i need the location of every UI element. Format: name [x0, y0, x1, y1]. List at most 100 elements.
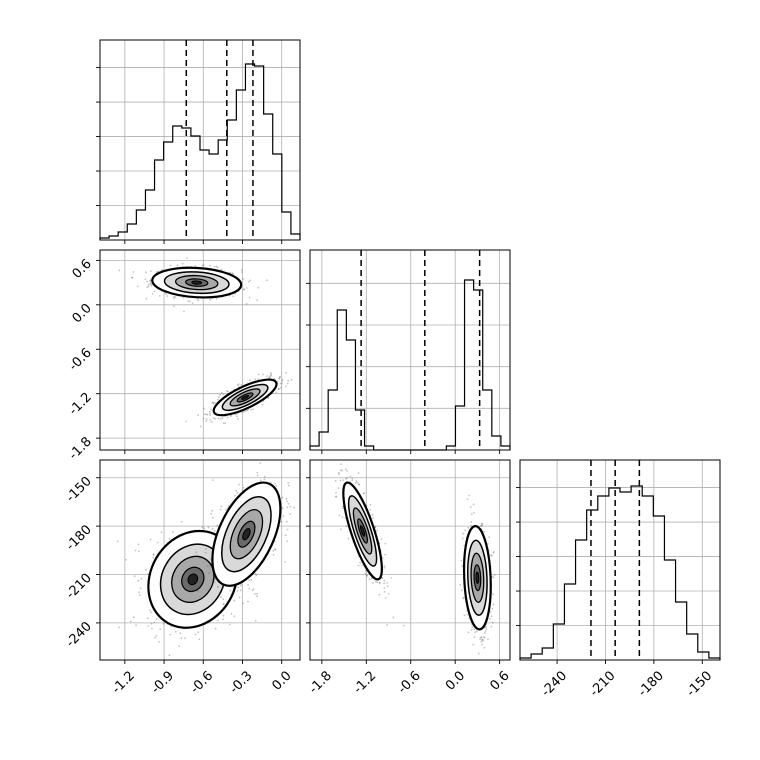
scatter-point	[481, 523, 483, 525]
panel-hist-1	[306, 249, 511, 454]
scatter-point	[194, 265, 197, 267]
scatter-point	[248, 296, 251, 299]
scatter-point	[402, 624, 405, 627]
scatter-point	[376, 581, 379, 584]
scatter-point	[248, 587, 251, 590]
scatter-point	[357, 483, 360, 486]
scatter-point	[364, 572, 367, 575]
scatter-point	[165, 293, 168, 296]
scatter-point	[272, 553, 275, 556]
scatter-point	[363, 492, 366, 494]
scatter-point	[285, 497, 288, 500]
scatter-point	[383, 565, 386, 567]
scatter-point	[481, 638, 483, 641]
scatter-point	[254, 573, 257, 575]
scatter-point	[346, 470, 348, 472]
scatter-point	[463, 614, 466, 617]
scatter-point	[235, 489, 238, 492]
scatter-point	[386, 624, 389, 626]
scatter-point	[147, 285, 150, 288]
x-tick-label: 0.0	[270, 668, 295, 693]
scatter-point	[140, 577, 143, 580]
y-tick-label: -210	[63, 571, 94, 602]
panel-border	[99, 459, 301, 661]
scatter-point	[268, 376, 270, 379]
scatter-point	[263, 478, 266, 481]
density-contour	[241, 394, 250, 400]
y-tick-label: -180	[63, 522, 94, 553]
scatter-point	[286, 500, 289, 503]
scatter-point	[490, 615, 493, 618]
scatter-point	[211, 579, 214, 581]
scatter-point	[228, 504, 231, 507]
scatter-point	[462, 532, 465, 535]
density-contour	[187, 573, 199, 586]
scatter-point	[372, 582, 374, 584]
scatter-point	[477, 652, 480, 655]
scatter-point	[217, 619, 220, 622]
scatter-point	[162, 622, 165, 625]
scatter-point	[474, 631, 476, 634]
scatter-point	[256, 471, 259, 474]
scatter-point	[222, 598, 225, 601]
scatter-point	[139, 587, 142, 590]
scatter-point	[229, 623, 231, 626]
scatter-point	[281, 507, 284, 510]
scatter-point	[137, 579, 140, 582]
scatter-point	[222, 422, 225, 424]
scatter-point	[125, 558, 127, 561]
scatter-point	[286, 382, 289, 385]
scatter-point	[287, 502, 290, 505]
scatter-point	[248, 379, 251, 382]
y-tick-label: -240	[63, 619, 94, 650]
scatter-point	[473, 511, 475, 514]
scatter-point	[160, 531, 163, 534]
scatter-point	[239, 589, 242, 592]
scatter-point	[252, 588, 255, 590]
scatter-point	[268, 376, 271, 379]
scatter-point	[237, 586, 240, 589]
scatter-point	[383, 566, 386, 569]
scatter-point	[257, 373, 260, 376]
scatter-point	[209, 410, 211, 413]
scatter-point	[479, 638, 481, 640]
histogram-step	[99, 63, 301, 240]
scatter-point	[270, 373, 273, 376]
scatter-point	[255, 574, 258, 577]
scatter-point	[150, 270, 152, 272]
scatter-group	[334, 463, 496, 655]
scatter-point	[378, 582, 381, 585]
scatter-point	[242, 487, 245, 489]
scatter-point	[280, 520, 283, 523]
scatter-point	[338, 514, 341, 517]
scatter-point	[169, 633, 172, 636]
scatter-point	[147, 617, 149, 620]
scatter-point	[220, 268, 223, 271]
scatter-point	[245, 302, 248, 305]
scatter-point	[153, 621, 156, 624]
scatter-point	[266, 279, 268, 282]
scatter-point	[248, 579, 251, 582]
scatter-point	[138, 550, 140, 553]
scatter-point	[302, 513, 304, 515]
scatter-point	[217, 417, 220, 420]
scatter-point	[213, 265, 216, 268]
scatter-point	[282, 515, 285, 518]
panel-hist-2: -240 -210 -180 -150	[516, 459, 721, 700]
scatter-point	[257, 286, 260, 289]
scatter-point	[387, 592, 390, 595]
scatter-point	[138, 591, 141, 594]
scatter-point	[220, 418, 222, 420]
x-tick-label: -1.8	[306, 668, 335, 697]
scatter-point	[219, 393, 222, 396]
panels: 0.6 0.0 -0.6 -1.2 -1.8 -1.2 -0.9 -0.6 -0.3 0.0 -15…	[63, 39, 721, 700]
scatter-point	[241, 271, 244, 273]
scatter-point	[152, 554, 155, 556]
panel-hist-0	[96, 39, 301, 244]
scatter-point	[205, 413, 208, 416]
x-tick-label: 0.0	[443, 668, 468, 693]
scatter-point	[262, 373, 264, 376]
scatter-point	[207, 526, 210, 529]
scatter-point	[174, 296, 177, 298]
scatter-point	[369, 509, 371, 511]
